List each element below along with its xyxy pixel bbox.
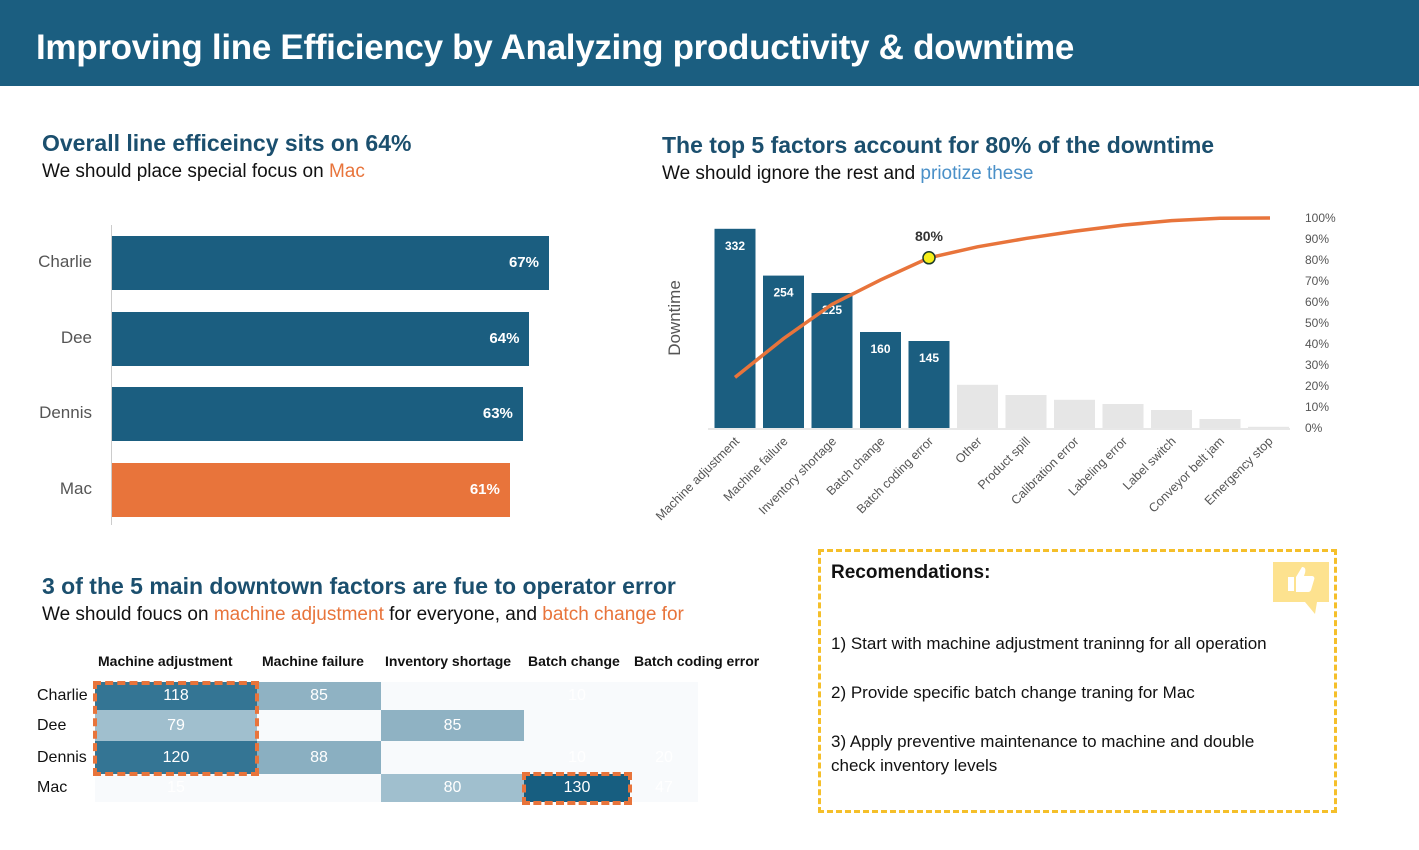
x-tick-label: Machine adjustment [653,434,742,523]
heatmap-cell: 118 [95,682,257,710]
bar: 63% [112,387,523,441]
highlight-box-machine-adjustment [93,681,259,776]
heatmap-cell [630,682,698,710]
pareto-bar [763,275,804,428]
pareto-subtitle: We should ignore the rest and priotize t… [662,163,1033,185]
efficiency-title: Overall line efficeincy sits on 64% [42,130,412,156]
heatmap-cell: 47 [630,774,698,802]
bar-category-label: Dee [60,328,92,347]
heatmap-column-header: Inventory shortage [385,653,512,669]
subtitle-highlight: Mac [328,161,365,182]
pareto-bar [1199,419,1241,428]
heatmap-cell: 10 [524,741,630,774]
heatmap-row-label: Mac [37,779,68,796]
heatmap-cell: 79 [95,710,257,741]
bar-data-label: 67% [508,254,539,271]
heatmap-cell: 85 [257,682,381,710]
heatmap-cell: 80 [381,774,524,802]
pareto-bar [1248,426,1289,428]
y2-tick-label: 40% [1305,337,1329,351]
bar: 64% [112,312,530,366]
pareto-bar [957,384,998,428]
heatmap-cell: 15 [95,774,257,802]
subtitle-text: We should ignore the rest and [662,163,921,184]
bar-data-label: 61% [469,481,500,498]
bar: 61% [112,463,510,517]
pareto-title: The top 5 factors account for 80% of the… [662,132,1215,158]
header-banner: Improving line Efficiency by Analyzing p… [0,0,1419,86]
pareto-bar [1102,404,1144,428]
heatmap-cell [257,710,381,741]
subtitle-text: We should foucs on [42,604,214,625]
heatmap-cell: 85 [381,710,524,741]
subtitle-highlight: priotize these [920,163,1034,184]
heatmap-cell [630,710,698,741]
y2-tick-label: 60% [1305,295,1329,309]
efficiency-subtitle: We should place special focus on Mac [42,161,365,183]
bar-data-label: 160 [870,342,890,356]
heatmap-row-label: Dennis [37,748,87,766]
bar-data-label: 332 [725,239,745,253]
heatmap-cell: 120 [95,741,257,774]
thumbs-up-icon [1271,560,1331,621]
heatmap-row-label: Dee [37,716,67,734]
pareto-bar [1054,399,1095,428]
pareto-bar [1151,410,1192,428]
heatmap-cell [381,741,524,774]
y2-tick-label: 10% [1305,400,1329,414]
bar: 67% [112,236,549,290]
heatmap-cell: 88 [257,741,381,774]
heatmap-column-header: Machine adjustment [98,653,233,669]
recommendations-box: Recomendations: 1) Start with machine ad… [818,549,1337,813]
recommendation-3: 3) Apply preventive maintenance to machi… [831,732,1255,775]
pareto-bar [1005,395,1047,428]
y2-tick-label: 100% [1305,211,1336,225]
highlight-box-mac-batch-change [522,772,632,805]
heatmap-cell: 20 [630,741,698,774]
pareto-bar [860,332,901,428]
80-percent-marker [922,251,936,265]
heatmap-cell [381,682,524,710]
heatmap-column-header: Batch change [528,653,620,669]
y2-tick-label: 50% [1305,316,1329,330]
bar-data-label: 145 [919,351,939,365]
marker-annotation: 80% [915,228,944,244]
y2-tick-label: 70% [1305,274,1329,288]
y2-tick-label: 90% [1305,232,1329,246]
subtitle-highlight-1: machine adjustment [213,604,384,625]
pareto-bar [714,228,756,428]
heatmap-subtitle: We should foucs on machine adjustment fo… [42,604,684,626]
y2-tick-label: 20% [1305,379,1329,393]
heatmap-column-header: Batch coding error [634,653,760,669]
page-title: Improving line Efficiency by Analyzing p… [36,28,1075,67]
heatmap-cell: 10 [524,682,630,710]
bar-data-label: 63% [482,405,513,422]
heatmap-row-label: Charlie [37,687,88,704]
heatmap-title: 3 of the 5 main downtown factors are fue… [42,573,676,599]
heatmap-column-header: Machine failure [262,653,364,669]
recommendations-title: Recomendations: [831,562,991,583]
y-axis-label: Downtime [665,280,684,356]
heatmap-cell [524,710,630,741]
subtitle-highlight-2: batch change for [542,604,684,625]
bar-category-label: Dennis [39,403,92,422]
recommendation-2: 2) Provide specific batch change traning… [831,683,1195,702]
y2-tick-label: 80% [1305,253,1329,267]
x-tick-label: Other [953,434,985,466]
y2-tick-label: 30% [1305,358,1329,372]
y-axis-line [111,225,112,525]
pareto-bar [908,341,950,428]
bar-data-label: 254 [773,286,793,300]
subtitle-text-2: for everyone, and [383,604,543,625]
heatmap-cell [257,774,381,802]
y2-tick-label: 0% [1305,421,1323,435]
heatmap-cell: 130 [524,774,630,802]
cumulative-line [733,216,1271,379]
bar-category-label: Mac [59,479,92,498]
bar-data-label: 64% [489,330,520,347]
recommendation-1: 1) Start with machine adjustment traninn… [831,634,1267,653]
bar-category-label: Charlie [38,252,92,271]
subtitle-text: We should place special focus on [42,161,329,182]
